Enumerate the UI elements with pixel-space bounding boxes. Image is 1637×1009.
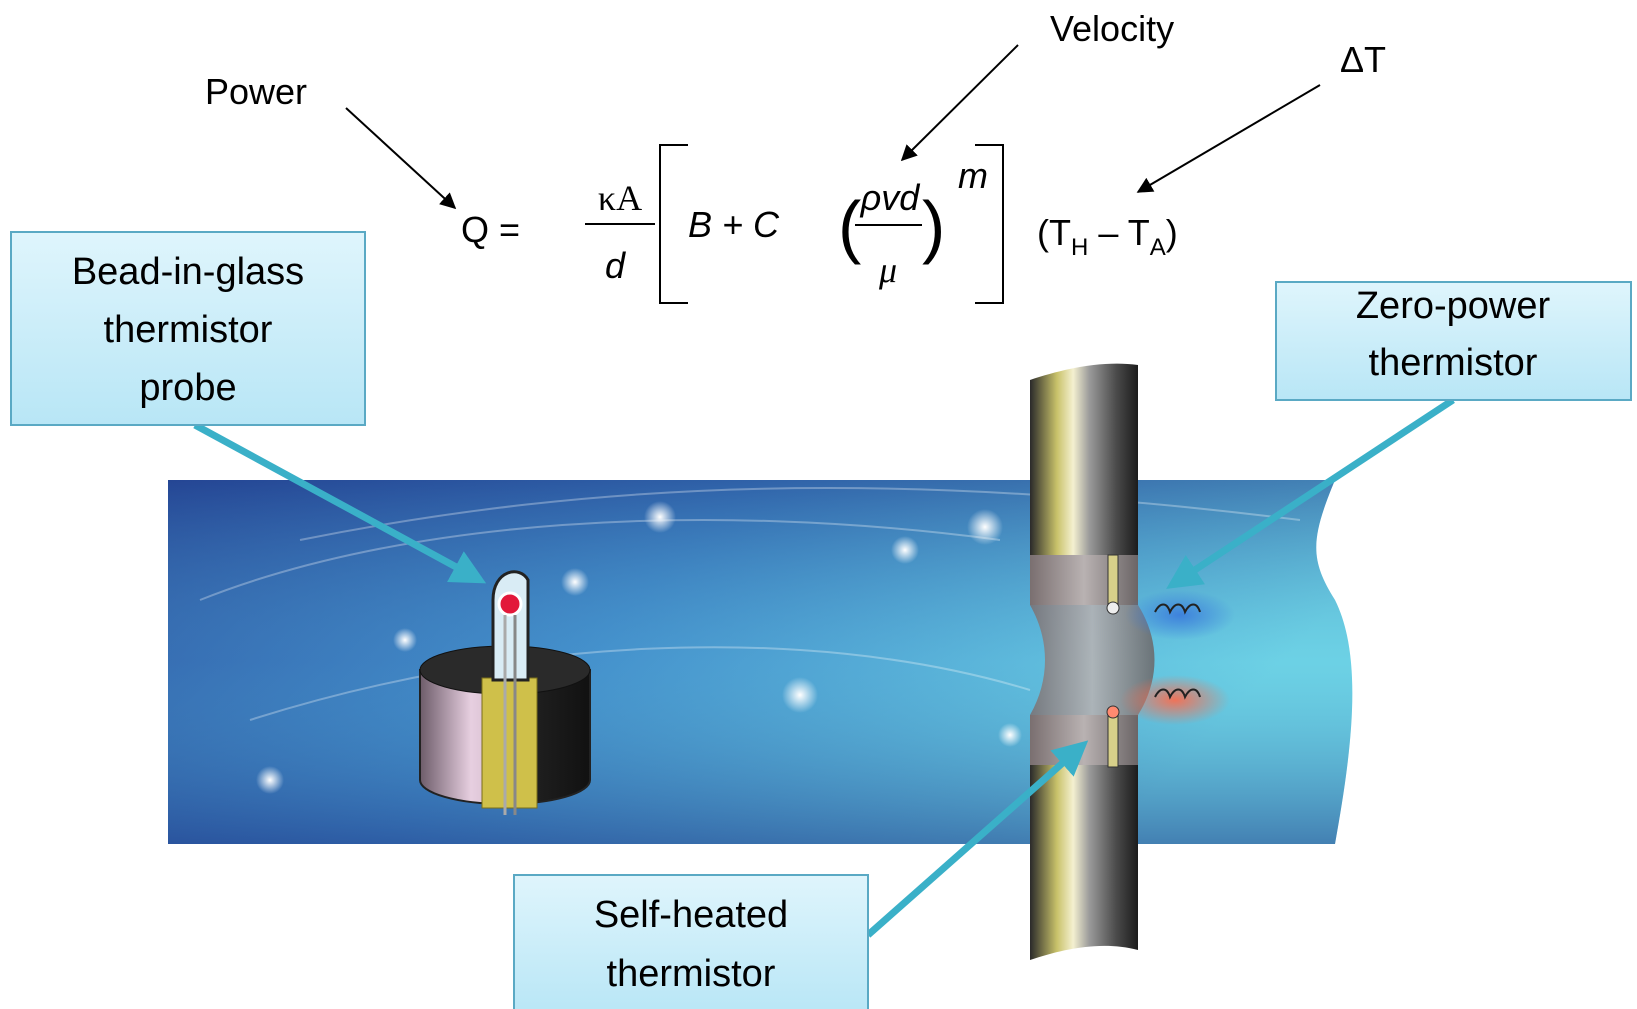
delta-t-label: ΔT [1340,39,1386,80]
callout-bead: Bead-in-glass thermistor probe [11,232,365,425]
callout-line: Zero-power [1356,285,1551,327]
callout-line: thermistor [104,309,273,351]
delta-t-arrow [1138,85,1320,192]
diagram: Q = κA d B + C ( ) ρvd μ m (TH – TA) Pow… [0,0,1637,1009]
pipe [168,480,1352,844]
fraction-denominator: d [605,245,626,286]
equation-lhs: Q = [461,209,520,250]
exponent: m [958,155,988,196]
diff-open: (T [1037,212,1071,253]
fraction-numerator: κA [598,178,642,218]
diff-sub-hot: H [1071,234,1088,261]
callout-line: Self-heated [594,894,788,936]
callout-zero-power: Zero-power thermistor [1276,282,1631,400]
inner-numerator: ρvd [860,177,921,218]
diff-sub-ambient: A [1150,234,1166,261]
callout-line: thermistor [1369,342,1538,384]
velocity-label: Velocity [1050,8,1174,49]
inner-denominator: μ [878,250,897,290]
callout-self-heated: Self-heated thermistor [514,875,868,1009]
equation: Q = κA d B + C ( ) ρvd μ m (TH – TA) [461,145,1178,303]
velocity-arrow [902,45,1018,160]
callout-line: thermistor [607,953,776,995]
temperature-difference: (TH – TA) [1037,212,1178,261]
diff-close: ) [1166,212,1178,253]
power-label: Power [205,71,307,112]
callout-line: probe [139,367,236,409]
bracket-terms: B + C [688,204,780,245]
callout-line: Bead-in-glass [72,251,304,293]
diff-minus: – T [1088,212,1149,253]
paren-close: ) [922,187,945,265]
power-arrow [346,108,455,208]
